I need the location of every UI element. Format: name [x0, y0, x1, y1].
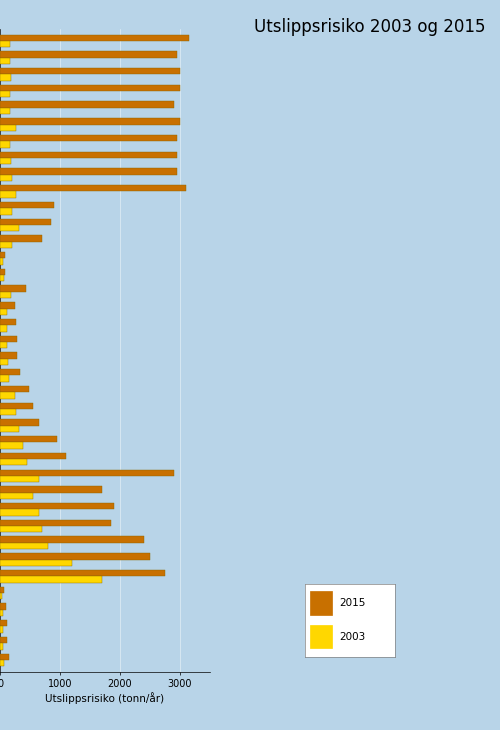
Bar [0, 275, 4, 282]
Bar [0, 302, 15, 309]
Bar [0, 142, 10, 147]
Bar [0, 108, 10, 114]
Bar [0, 68, 180, 74]
Bar [0, 358, 8, 365]
Bar [0, 208, 12, 215]
Bar [0, 643, 3, 650]
Bar [0, 218, 51, 225]
Bar [0, 85, 180, 91]
Bar [0, 174, 12, 181]
Bar [0, 442, 23, 449]
Bar [0, 158, 11, 164]
Bar [0, 653, 9, 660]
Bar [0, 269, 6, 275]
Bar [0, 486, 102, 493]
Bar [0, 459, 27, 466]
Bar [0, 336, 17, 342]
Bar [0, 353, 18, 358]
Bar [0, 593, 2, 599]
Bar [0, 118, 180, 125]
Bar [0, 309, 6, 315]
Bar [0, 125, 16, 131]
Bar [0, 570, 165, 576]
Bar [0, 58, 10, 64]
Bar [0, 409, 16, 415]
Bar [0, 202, 54, 208]
Bar [0, 543, 48, 549]
Text: Utslippsrisiko 2003 og 2015: Utslippsrisiko 2003 og 2015 [254, 18, 485, 36]
Bar [0, 152, 177, 158]
Bar [0, 426, 18, 432]
Bar [0, 453, 66, 459]
Bar [0, 469, 174, 476]
Text: 2015: 2015 [339, 598, 365, 608]
Bar [0, 292, 12, 299]
Bar [0, 537, 144, 543]
Bar [0, 135, 177, 142]
Bar [0, 626, 3, 633]
Bar [0, 51, 177, 58]
Bar [0, 41, 10, 47]
X-axis label: Utslippsrisiko (tonn/år): Utslippsrisiko (tonn/år) [46, 692, 164, 704]
Bar [0, 553, 150, 559]
Bar [0, 386, 29, 392]
Bar [0, 620, 6, 626]
Bar [0, 503, 114, 510]
Bar [0, 74, 11, 81]
Bar [0, 520, 111, 526]
Bar [0, 285, 26, 292]
FancyBboxPatch shape [310, 625, 332, 648]
Bar [0, 342, 7, 348]
Bar [0, 587, 4, 593]
Text: 2003: 2003 [339, 631, 365, 642]
Bar [0, 559, 72, 566]
Bar [0, 637, 7, 643]
Bar [0, 526, 42, 532]
Bar [0, 258, 3, 265]
Bar [0, 510, 39, 515]
Bar [0, 191, 16, 198]
Bar [0, 660, 4, 666]
Bar [0, 603, 6, 610]
Bar [0, 375, 9, 382]
Bar [0, 392, 15, 399]
Bar [0, 185, 186, 191]
Bar [0, 34, 189, 41]
Bar [0, 403, 33, 409]
Bar [0, 169, 177, 174]
Bar [0, 419, 39, 426]
Bar [0, 235, 42, 242]
Bar [0, 493, 33, 499]
Bar [0, 91, 10, 97]
Bar [0, 476, 39, 483]
Bar [0, 252, 5, 258]
Bar [0, 436, 57, 442]
Bar [0, 610, 2, 616]
Bar [0, 242, 12, 248]
Bar [0, 576, 102, 583]
Bar [0, 369, 20, 375]
Bar [0, 319, 16, 326]
FancyBboxPatch shape [310, 591, 332, 615]
Bar [0, 225, 18, 231]
Bar [0, 101, 174, 108]
Bar [0, 326, 6, 331]
